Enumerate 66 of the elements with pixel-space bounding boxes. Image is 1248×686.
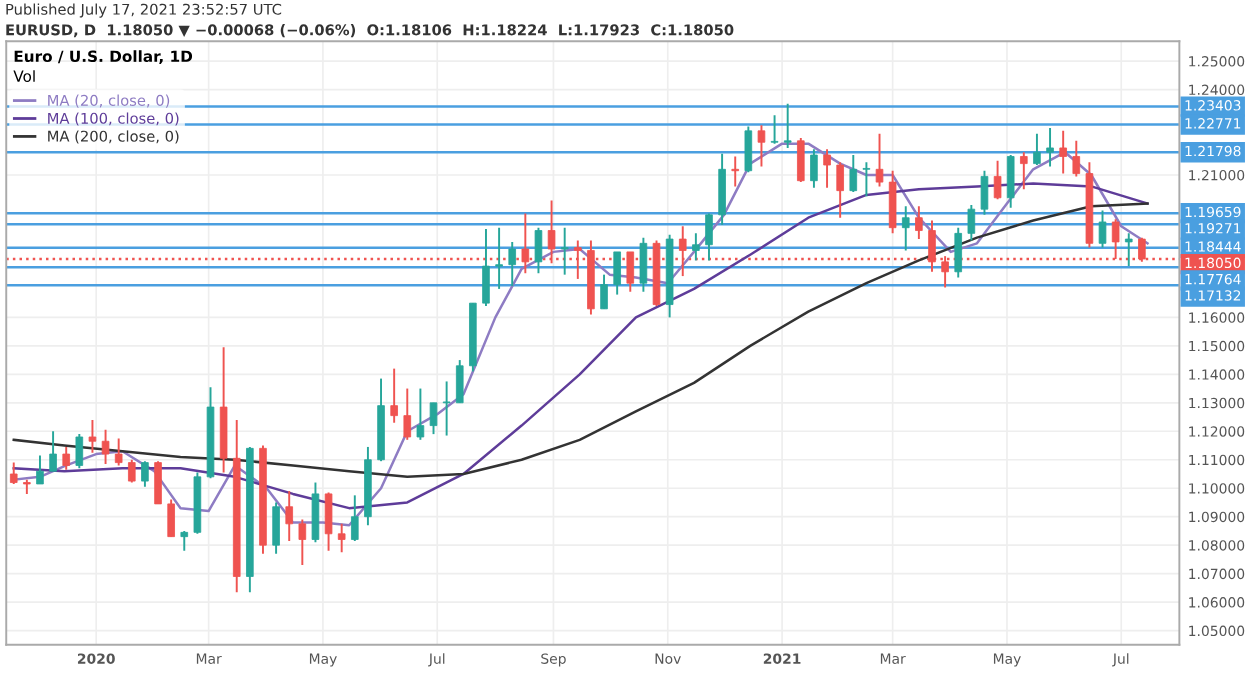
candlestick — [1098, 209, 1107, 249]
candlestick — [797, 137, 805, 184]
candlestick — [442, 380, 451, 437]
candlestick — [1006, 154, 1015, 209]
candlestick — [875, 132, 884, 188]
candlestick — [731, 155, 740, 188]
candlestick — [783, 102, 792, 149]
candlestick — [482, 228, 490, 307]
candlestick — [49, 430, 57, 473]
candlestick — [285, 490, 294, 542]
candlestick — [613, 250, 621, 296]
candlestick — [1033, 132, 1041, 166]
candlestick — [980, 169, 989, 216]
candlestick — [757, 124, 766, 168]
candlestick — [324, 491, 333, 552]
candlestick — [495, 226, 503, 290]
line-series — [12, 202, 1149, 479]
candlestick — [180, 529, 189, 552]
candlestick — [915, 205, 923, 241]
candlestick — [351, 494, 359, 542]
candlestick — [429, 401, 438, 436]
candlestick — [298, 518, 307, 567]
candlestick — [403, 387, 412, 441]
candlestick — [101, 428, 110, 465]
candlestick — [508, 240, 517, 288]
candlestick — [88, 418, 97, 454]
candlestick — [128, 458, 136, 484]
candlestick — [836, 161, 844, 219]
candlestick — [62, 445, 70, 471]
candlestick — [639, 236, 648, 293]
candlestick — [154, 460, 162, 505]
candlestick — [311, 481, 320, 544]
candlestick — [1020, 151, 1028, 191]
candlestick — [1072, 139, 1081, 178]
candlestick — [823, 148, 831, 189]
candlestick — [993, 159, 1002, 201]
candlestick — [600, 273, 608, 310]
candlestick — [705, 212, 713, 262]
candlestick — [272, 501, 280, 555]
candlestick — [337, 522, 346, 554]
candlestick — [416, 387, 425, 441]
candlestick — [114, 437, 123, 467]
candlestick — [718, 152, 726, 226]
candlestick — [862, 161, 871, 198]
candlestick — [888, 169, 897, 235]
candlestick — [1059, 129, 1067, 175]
candlestick — [455, 359, 464, 404]
candlestick — [1046, 127, 1054, 168]
candlestick — [901, 205, 910, 252]
candlestick — [810, 148, 818, 189]
candlestick — [770, 114, 779, 145]
candlestick — [36, 454, 44, 485]
candlestick — [75, 433, 84, 470]
candlestick — [678, 225, 687, 278]
candlestick — [534, 226, 543, 275]
candlestick — [167, 498, 175, 538]
candlestick — [141, 460, 149, 488]
candlestick — [560, 226, 569, 276]
candlestick — [967, 203, 976, 242]
candlestick — [744, 125, 753, 174]
candlestick — [849, 154, 858, 194]
candlestick — [390, 367, 398, 424]
candlestick — [692, 232, 700, 262]
candlestick — [954, 226, 963, 279]
candlestick — [9, 461, 18, 485]
candlestick — [1124, 232, 1133, 268]
